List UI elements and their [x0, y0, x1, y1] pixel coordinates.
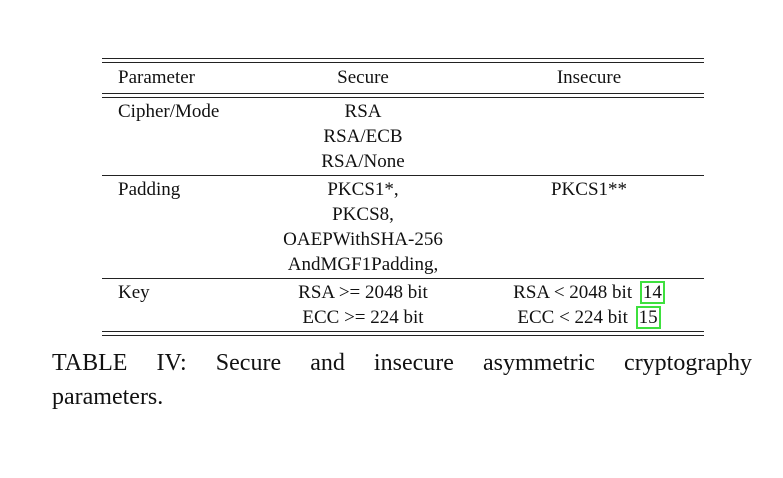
table-row: Key RSA >= 2048 bit ECC >= 224 bit RSA <…: [102, 279, 704, 331]
cell-line: RSA >= 2048 bit: [298, 282, 428, 303]
parameters-table-body-key: Key RSA >= 2048 bit ECC >= 224 bit RSA <…: [102, 279, 704, 331]
table-caption: TABLE IV: Secure and insecure asymmetric…: [52, 346, 752, 414]
row-rule: [102, 278, 704, 279]
cell-line: OAEPWithSHA-256: [283, 229, 443, 250]
cell-line: PKCS1*,: [327, 179, 399, 200]
row-secure-padding: PKCS1*, PKCS8, OAEPWithSHA-256 AndMGF1Pa…: [252, 176, 474, 278]
row-rule: [102, 175, 704, 176]
row-parameter-key: Key: [118, 282, 150, 303]
top-double-rule: [102, 58, 704, 63]
cell-line: PKCS8,: [332, 204, 394, 225]
cell-line: PKCS1**: [550, 179, 628, 200]
header-parameter: Parameter: [118, 67, 196, 88]
parameters-table-body-padding: Padding PKCS1*, PKCS8, OAEPWithSHA-256 A…: [102, 176, 704, 278]
cell-line: RSA: [344, 101, 382, 122]
caption-line-1: TABLE IV: Secure and insecure asymmetric…: [52, 350, 752, 376]
parameters-table-wrap: Parameter Secure Insecure Cipher/Mode RS…: [102, 58, 704, 336]
table-row: Cipher/Mode RSA RSA/ECB RSA/None: [102, 98, 704, 175]
row-secure-cipher-mode: RSA RSA/ECB RSA/None: [252, 98, 474, 175]
header-row: Parameter Secure Insecure: [102, 63, 704, 93]
cell-line: ECC < 224 bit 15: [474, 305, 704, 330]
row-insecure-cipher-mode: [474, 98, 704, 175]
citation-link-15[interactable]: 15: [635, 306, 661, 329]
row-secure-key: RSA >= 2048 bit ECC >= 224 bit: [252, 279, 474, 331]
table-row: Padding PKCS1*, PKCS8, OAEPWithSHA-256 A…: [102, 176, 704, 278]
cell-line: RSA/ECB: [323, 126, 403, 147]
parameters-table: Parameter Secure Insecure: [102, 63, 704, 93]
header-insecure: Insecure: [556, 67, 622, 88]
parameters-table-body-cipher: Cipher/Mode RSA RSA/ECB RSA/None: [102, 98, 704, 175]
row-parameter-padding: Padding: [118, 179, 181, 200]
cell-line: RSA < 2048 bit 14: [474, 280, 704, 305]
header-double-rule: [102, 93, 704, 98]
citation-link-14[interactable]: 14: [639, 281, 665, 304]
bottom-double-rule: [102, 331, 704, 336]
row-parameter-cipher-mode: Cipher/Mode: [118, 101, 220, 122]
cell-line: RSA/None: [321, 151, 405, 172]
row-insecure-padding: PKCS1**: [474, 176, 704, 278]
caption-line-2: parameters.: [52, 384, 164, 410]
cell-line: ECC >= 224 bit: [302, 307, 424, 328]
cell-line: AndMGF1Padding,: [287, 254, 439, 275]
row-insecure-key: RSA < 2048 bit 14 ECC < 224 bit 15: [474, 279, 704, 331]
header-secure: Secure: [337, 67, 389, 88]
